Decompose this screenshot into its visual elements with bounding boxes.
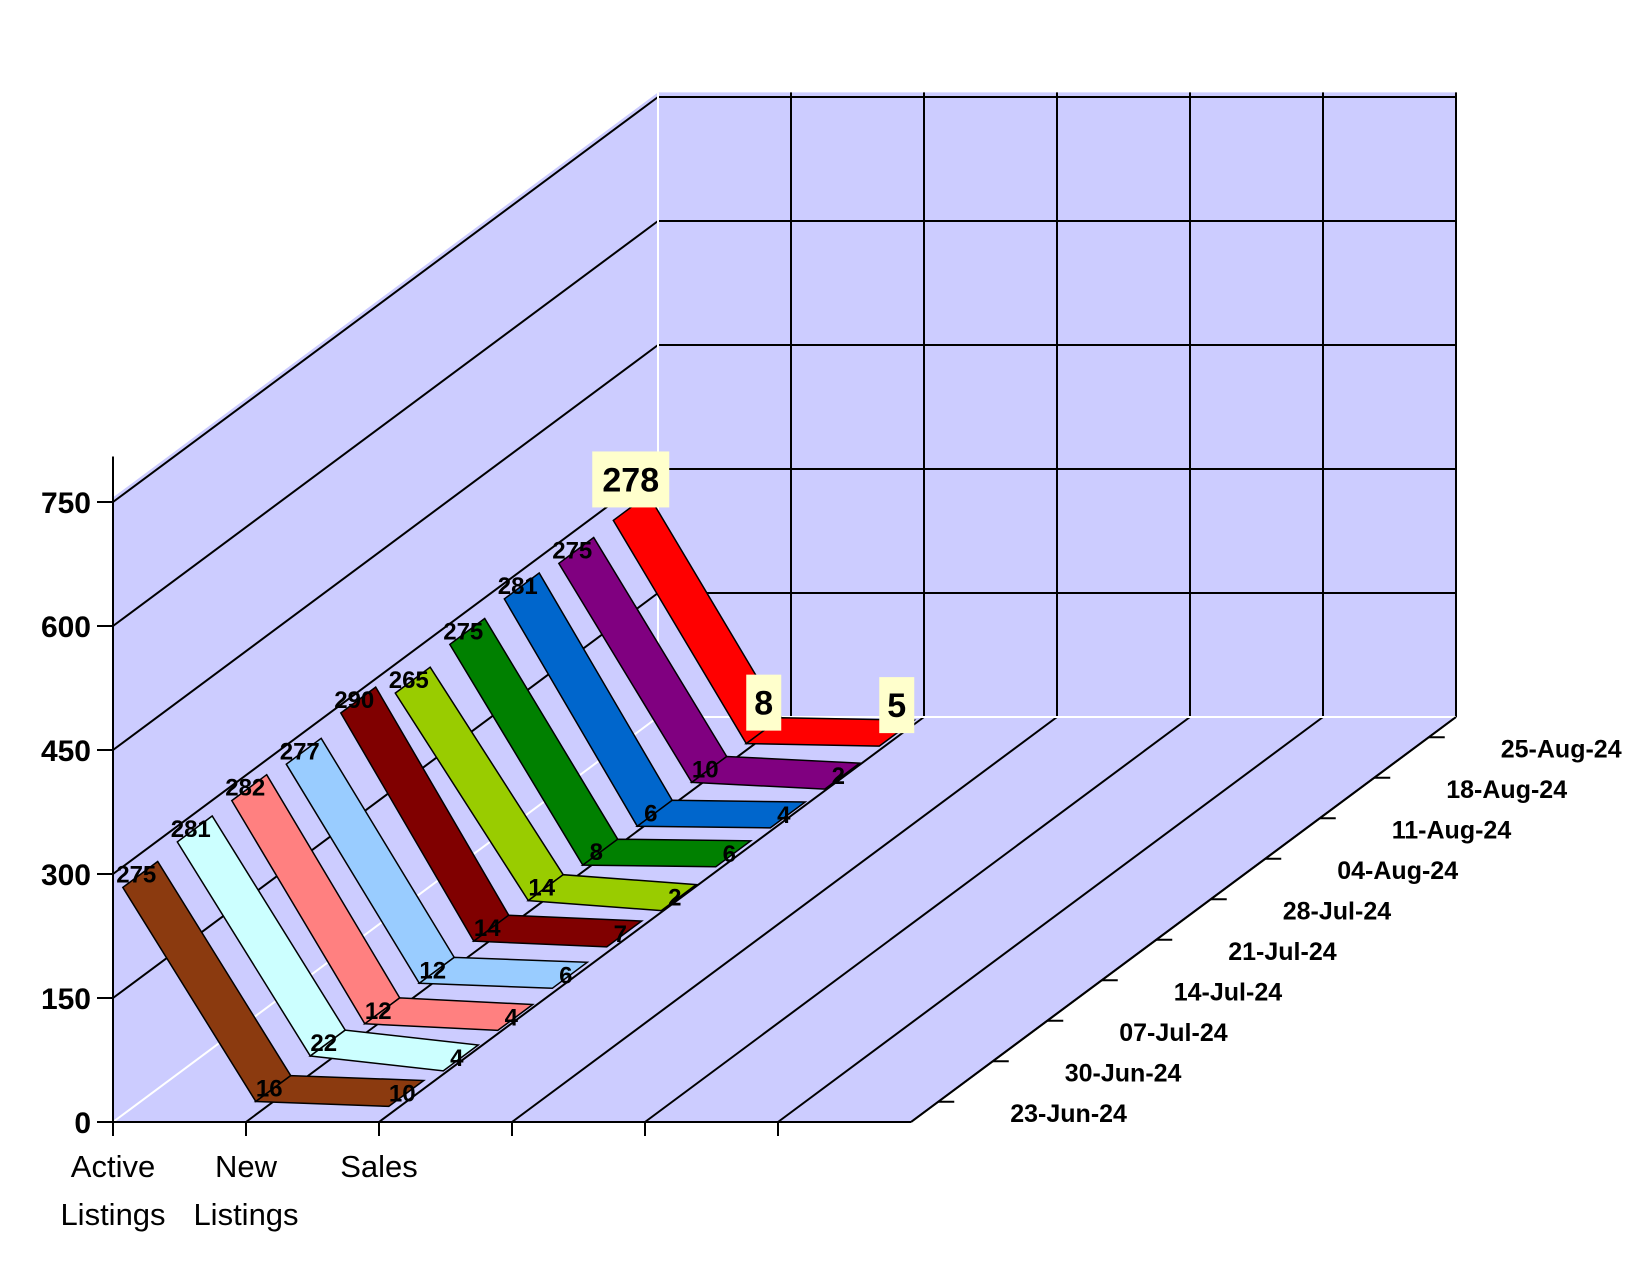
z-series-label: 25-Aug-24 (1501, 735, 1622, 763)
data-label-bg (592, 451, 670, 508)
gridline-floor (777, 716, 1324, 1123)
series-21-Jul-24 (339, 685, 644, 948)
data-label: 281 (171, 816, 211, 843)
z-series-label: 30-Jun-24 (1065, 1059, 1182, 1087)
data-label: 14 (474, 915, 501, 942)
series-30-Jun-24 (176, 814, 481, 1072)
data-label: 22 (310, 1030, 337, 1057)
left-wall (113, 92, 658, 1122)
x-category-label: Sales (340, 1149, 418, 1184)
x-category-label-line2: Listings (60, 1197, 165, 1232)
series-07-Jul-24 (230, 773, 535, 1032)
data-label: 4 (505, 1004, 519, 1031)
data-label: 7 (614, 921, 627, 948)
series-segment (526, 873, 699, 912)
gridline-left-wall (112, 468, 659, 875)
gridline-floor (511, 716, 1058, 1123)
x-category-label: New (215, 1149, 278, 1184)
gridline-floor (378, 716, 925, 1123)
data-label: 277 (280, 738, 320, 765)
series-28-Jul-24 (394, 666, 699, 912)
series-11-Aug-24 (503, 571, 808, 829)
data-label: 275 (443, 618, 483, 645)
data-label: 2 (668, 885, 681, 912)
data-label: 5 (887, 687, 906, 725)
x-category-label-line2: Listings (193, 1197, 298, 1232)
data-label: 265 (389, 667, 429, 694)
gridline-left-wall (112, 96, 659, 503)
gridline-floor (644, 716, 1191, 1123)
z-series-label: 14-Jul-24 (1174, 978, 1282, 1006)
data-label: 6 (723, 841, 736, 868)
z-axis-line (910, 716, 1457, 1123)
series-segment (362, 997, 535, 1032)
series-18-Aug-24 (557, 536, 862, 790)
chart-series-layer (121, 493, 917, 1108)
data-label: 8 (590, 839, 603, 866)
y-tick-label: 0 (74, 1107, 91, 1140)
z-series-label: 23-Jun-24 (1010, 1100, 1127, 1128)
series-04-Aug-24 (448, 617, 753, 868)
gridline-left-wall (112, 344, 659, 751)
data-label: 16 (256, 1076, 283, 1103)
z-series-label: 04-Aug-24 (1337, 857, 1458, 885)
data-label: 275 (552, 537, 592, 564)
data-label: 10 (692, 756, 719, 783)
chart-axes: 0 150 300 450 600 750 Active Listings New Listing… (41, 456, 1622, 1232)
data-label: 12 (419, 957, 446, 984)
y-tick-label: 450 (41, 735, 91, 768)
z-series-label: 18-Aug-24 (1446, 776, 1567, 804)
data-label: 10 (389, 1080, 416, 1107)
series-segment (689, 755, 862, 790)
z-series-label: 21-Jul-24 (1228, 938, 1336, 966)
series-segment (635, 799, 808, 829)
data-label-bg (746, 674, 782, 731)
series-segment (471, 914, 644, 948)
data-label: 281 (498, 573, 538, 600)
data-label: 275 (116, 861, 156, 888)
data-label: 8 (754, 685, 773, 723)
series-segment (580, 838, 753, 868)
data-label: 14 (528, 875, 555, 902)
data-label: 6 (559, 962, 572, 989)
data-label: 278 (602, 461, 659, 499)
y-tick-label: 750 (41, 487, 91, 520)
y-tick-label: 600 (41, 611, 91, 644)
chart-gridlines (112, 92, 1457, 1123)
y-tick-label: 300 (41, 859, 91, 892)
z-series-label: 11-Aug-24 (1392, 816, 1512, 844)
gridline-left-wall (112, 220, 659, 627)
data-label: 2 (832, 763, 845, 790)
series-14-Jul-24 (285, 737, 590, 990)
series-segment (308, 1029, 481, 1072)
data-label: 282 (225, 775, 265, 802)
data-label-bg (879, 677, 915, 734)
z-series-label: 07-Jul-24 (1119, 1019, 1227, 1047)
z-series-label: 28-Jul-24 (1283, 897, 1391, 925)
data-label: 4 (777, 802, 791, 829)
data-label: 4 (450, 1045, 464, 1072)
series-23-Jun-24 (121, 860, 426, 1108)
series-segment (417, 956, 590, 990)
data-label: 6 (644, 800, 657, 827)
y-tick-label: 150 (41, 983, 91, 1016)
x-category-label: Active (71, 1149, 155, 1184)
data-label: 12 (365, 998, 392, 1025)
chart-walls (113, 92, 1456, 1122)
series-segment (253, 1074, 426, 1108)
data-label: 290 (334, 687, 374, 714)
